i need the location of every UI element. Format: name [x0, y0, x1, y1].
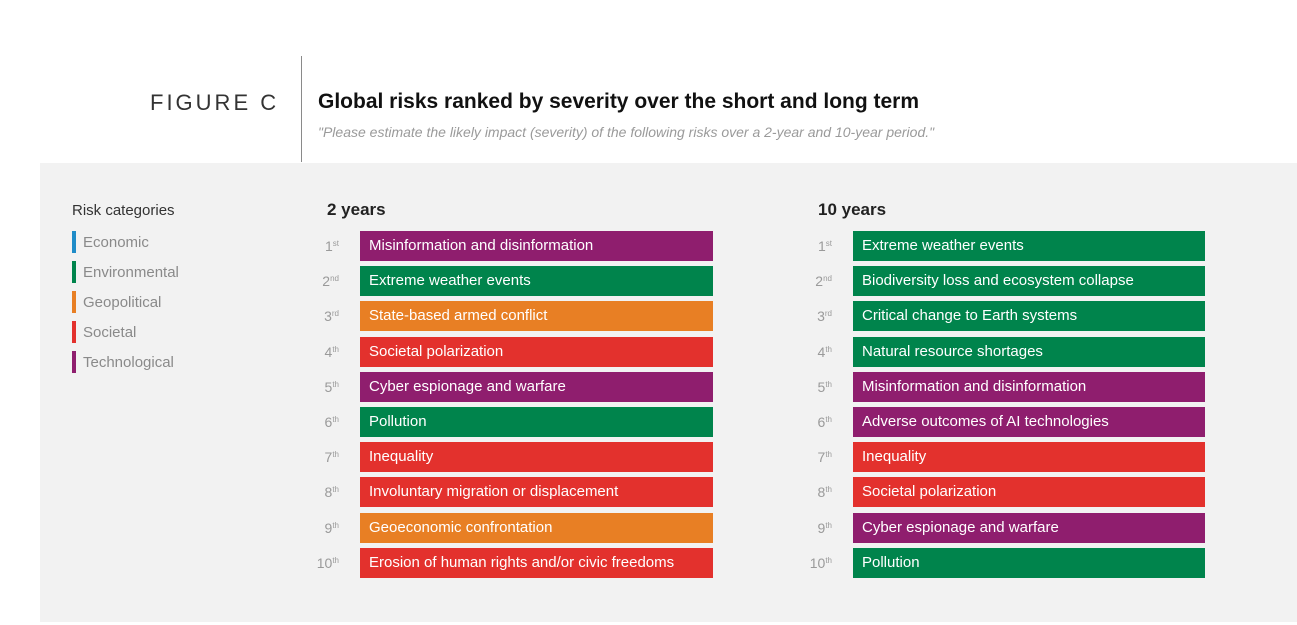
rank-label: 6th — [817, 414, 832, 430]
risk-bar: Extreme weather events — [360, 266, 713, 296]
rank-suffix: th — [332, 345, 339, 354]
legend-label: Geopolitical — [83, 293, 162, 311]
rank-label: 6th — [324, 414, 339, 430]
rank-label: 1st — [817, 238, 832, 254]
legend-label: Environmental — [83, 263, 179, 281]
rank-suffix: st — [825, 239, 832, 248]
risk-bar: Societal polarization — [853, 477, 1205, 507]
risk-bar: Misinformation and disinformation — [360, 231, 713, 261]
chart-title: Global risks ranked by severity over the… — [318, 90, 920, 113]
legend-item-technological: Technological — [72, 351, 174, 373]
rank-label: 2nd — [322, 273, 339, 289]
rank-label: 10th — [316, 555, 339, 571]
rank-suffix: nd — [330, 274, 339, 283]
risk-bar: Pollution — [853, 548, 1205, 578]
legend-item-environmental: Environmental — [72, 261, 179, 283]
legend-swatch — [72, 291, 76, 313]
rank-label: 10th — [809, 555, 832, 571]
rank-suffix: th — [825, 521, 832, 530]
risk-bar: Inequality — [360, 442, 713, 472]
rank-suffix: th — [332, 450, 339, 459]
rank-suffix: th — [332, 556, 339, 565]
risk-bar: Critical change to Earth systems — [853, 301, 1205, 331]
risk-bar: Natural resource shortages — [853, 337, 1205, 367]
rank-label: 3rd — [817, 308, 832, 324]
rank-suffix: nd — [823, 274, 832, 283]
risk-bar: Extreme weather events — [853, 231, 1205, 261]
risk-bar: Inequality — [853, 442, 1205, 472]
header-divider — [301, 56, 302, 162]
risk-bar: Adverse outcomes of AI technologies — [853, 407, 1205, 437]
legend-swatch — [72, 261, 76, 283]
rank-label: 8th — [817, 484, 832, 500]
risk-bar: Pollution — [360, 407, 713, 437]
rank-label: 5th — [324, 379, 339, 395]
rank-label: 7th — [817, 449, 832, 465]
legend-label: Societal — [83, 323, 137, 341]
rank-suffix: th — [332, 485, 339, 494]
rank-suffix: th — [332, 415, 339, 424]
rank-label: 3rd — [324, 308, 339, 324]
risk-bar: Misinformation and disinformation — [853, 372, 1205, 402]
legend-item-economic: Economic — [72, 231, 149, 253]
risk-bar: Cyber espionage and warfare — [853, 513, 1205, 543]
risk-bar: Erosion of human rights and/or civic fre… — [360, 548, 713, 578]
rank-suffix: rd — [331, 309, 339, 318]
rank-label: 1st — [324, 238, 339, 254]
column-title: 10 years — [818, 200, 887, 219]
figure-label: FIGURE C — [150, 90, 280, 115]
rank-label: 2nd — [815, 273, 832, 289]
rank-label: 9th — [817, 520, 832, 536]
legend-label: Technological — [83, 353, 174, 371]
rank-label: 7th — [324, 449, 339, 465]
legend-title: Risk categories — [72, 202, 175, 219]
rank-label: 9th — [324, 520, 339, 536]
rank-suffix: st — [332, 239, 339, 248]
risk-bar: Cyber espionage and warfare — [360, 372, 713, 402]
risk-bar: Biodiversity loss and ecosystem collapse — [853, 266, 1205, 296]
legend-item-geopolitical: Geopolitical — [72, 291, 161, 313]
risk-bar: State-based armed conflict — [360, 301, 713, 331]
rank-suffix: th — [332, 380, 339, 389]
legend-label: Economic — [83, 233, 149, 251]
rank-suffix: th — [825, 485, 832, 494]
rank-suffix: th — [332, 521, 339, 530]
rank-label: 5th — [817, 379, 832, 395]
rank-suffix: th — [825, 345, 832, 354]
risk-bar: Involuntary migration or displacement — [360, 477, 713, 507]
rank-suffix: th — [825, 415, 832, 424]
legend-item-societal: Societal — [72, 321, 136, 343]
rank-suffix: th — [825, 380, 832, 389]
legend-swatch — [72, 231, 76, 253]
rank-label: 8th — [324, 484, 339, 500]
rank-suffix: th — [825, 450, 832, 459]
legend-swatch — [72, 321, 76, 343]
rank-suffix: th — [825, 556, 832, 565]
risk-bar: Geoeconomic confrontation — [360, 513, 713, 543]
risk-bar: Societal polarization — [360, 337, 713, 367]
rank-label: 4th — [324, 344, 339, 360]
chart-subtitle: "Please estimate the likely impact (seve… — [318, 124, 935, 140]
legend-swatch — [72, 351, 76, 373]
rank-label: 4th — [817, 344, 832, 360]
rank-suffix: rd — [824, 309, 832, 318]
column-title: 2 years — [327, 200, 386, 219]
